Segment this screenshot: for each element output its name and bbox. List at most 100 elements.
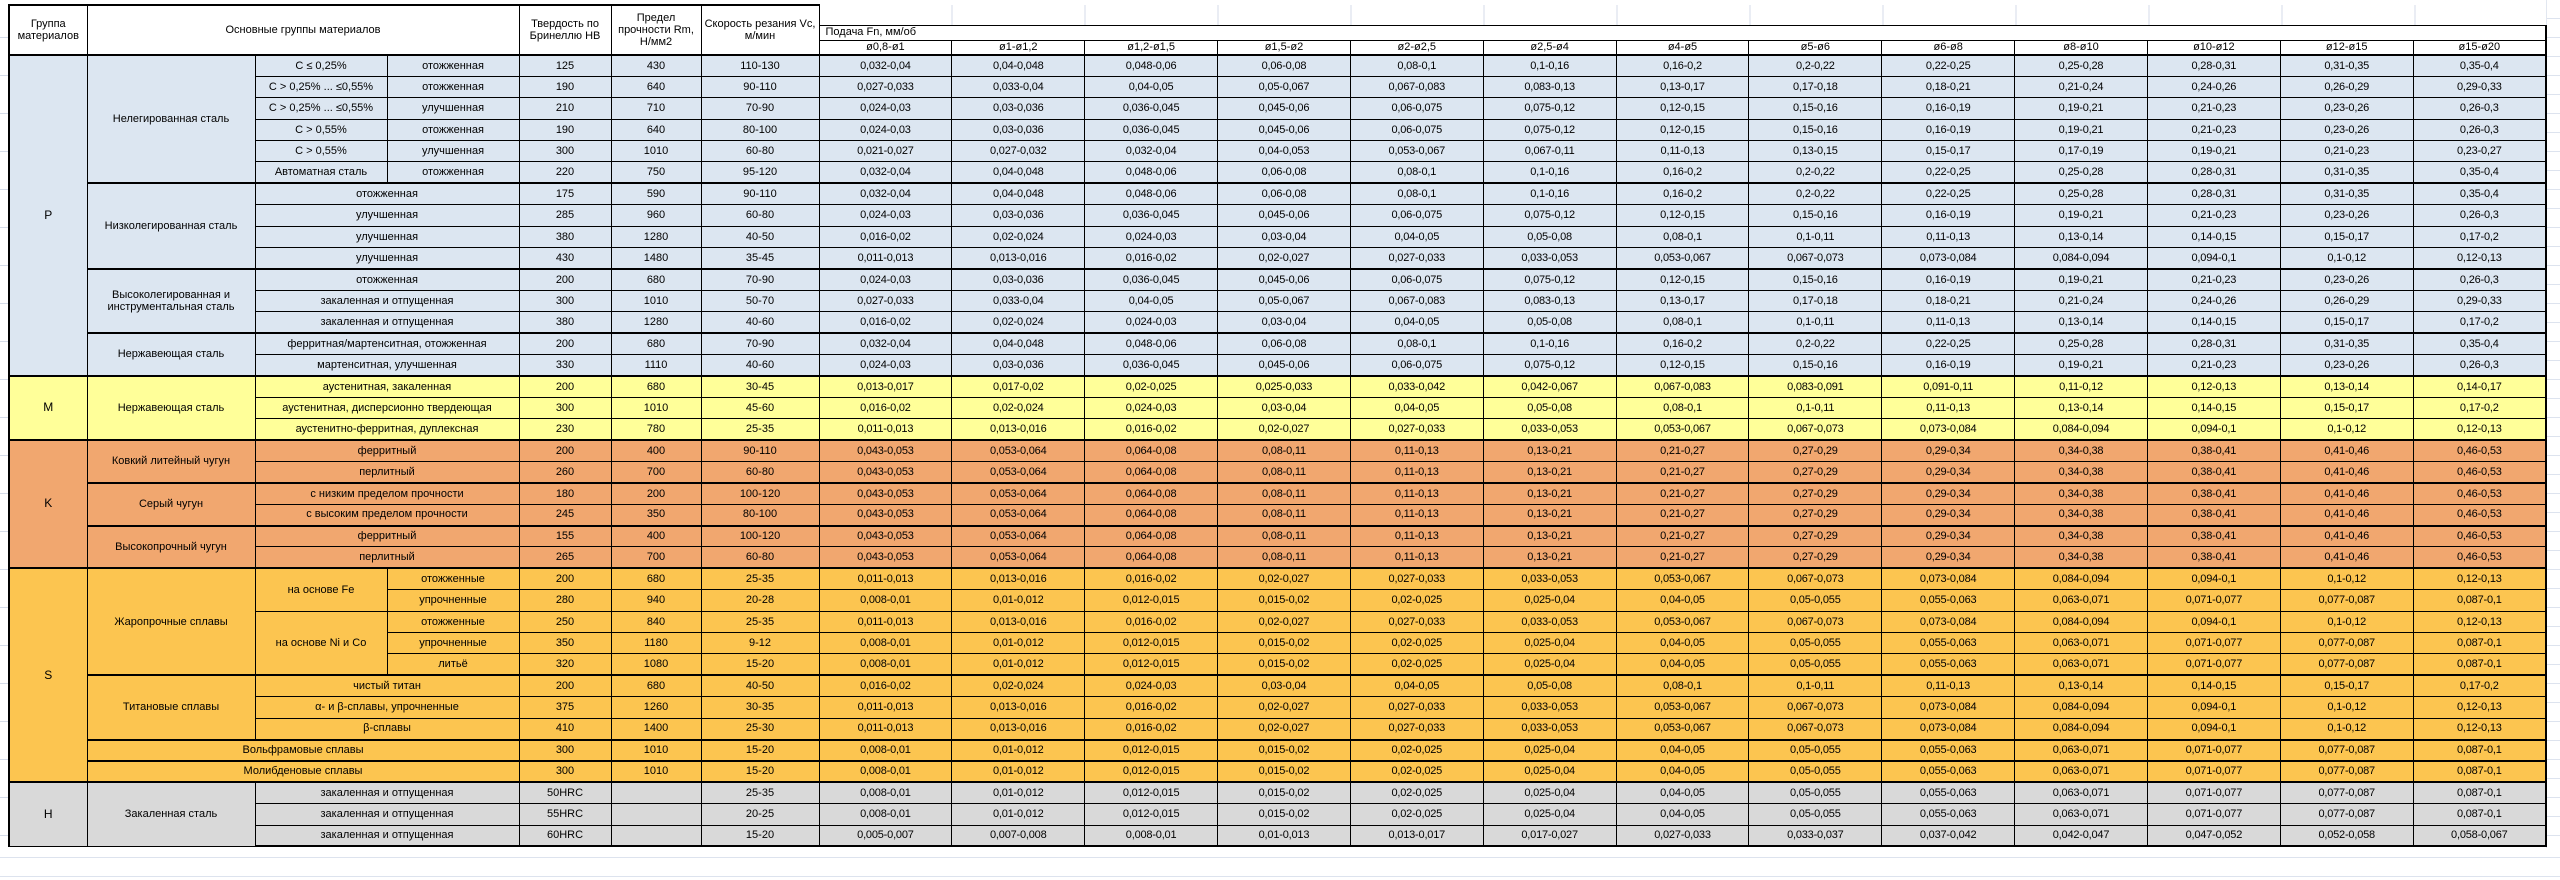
cell-feed-value[interactable]: 0,01-0,012: [951, 632, 1086, 655]
feed-col-header[interactable]: ø5-ø6: [1748, 39, 1883, 56]
cell-feed-value[interactable]: 0,27-0,29: [1748, 481, 1883, 505]
cell-feed-value[interactable]: 0,063-0,071: [2014, 738, 2148, 762]
cell-material-family[interactable]: Нержавеющая сталь: [86, 332, 256, 377]
cell-tensile-rm[interactable]: 940: [610, 589, 702, 612]
cell-feed-value[interactable]: 0,067-0,083: [1349, 289, 1484, 313]
cell-feed-value[interactable]: 0,11-0,13: [1881, 225, 2016, 249]
cell-feed-value[interactable]: 0,17-0,18: [1748, 75, 1883, 99]
cell-feed-value[interactable]: 0,08-0,11: [1217, 524, 1351, 548]
cell-feed-value[interactable]: 0,025-0,04: [1482, 803, 1617, 826]
cell-feed-value[interactable]: 0,087-0,1: [2412, 653, 2547, 676]
cell-feed-value[interactable]: 0,021-0,027: [818, 140, 953, 163]
cell-hardness-hb[interactable]: 430: [518, 247, 612, 270]
cell-material-subtype[interactable]: ферритная/мартенситная, отожженная: [254, 332, 520, 355]
cell-feed-value[interactable]: 0,011-0,013: [818, 567, 953, 591]
cell-hardness-hb[interactable]: 300: [518, 396, 612, 420]
cell-feed-value[interactable]: 0,015-0,02: [1217, 653, 1351, 676]
cell-feed-value[interactable]: 0,033-0,053: [1482, 567, 1617, 591]
cell-feed-value[interactable]: 0,38-0,41: [2146, 503, 2281, 527]
cell-feed-value[interactable]: 0,084-0,094: [2014, 696, 2148, 719]
cell-feed-value[interactable]: 0,013-0,016: [951, 247, 1086, 270]
cell-feed-value[interactable]: 0,027-0,033: [1349, 567, 1484, 591]
cell-feed-value[interactable]: 0,055-0,063: [1881, 653, 2016, 676]
cell-feed-value[interactable]: 0,21-0,23: [2146, 204, 2281, 227]
cell-feed-value[interactable]: 0,055-0,063: [1881, 759, 2016, 783]
cell-group-code[interactable]: K: [8, 439, 88, 569]
cell-cutting-speed[interactable]: 9-12: [700, 632, 820, 655]
cell-feed-value[interactable]: 0,05-0,055: [1748, 589, 1883, 612]
cell-material-subtype[interactable]: с высоким пределом прочности: [254, 503, 520, 527]
cell-feed-value[interactable]: 0,013-0,016: [951, 696, 1086, 719]
cell-feed-value[interactable]: 0,084-0,094: [2014, 717, 2148, 741]
cell-feed-value[interactable]: 0,1-0,12: [2279, 610, 2414, 634]
cell-hardness-hb[interactable]: 200: [518, 267, 612, 291]
cell-feed-value[interactable]: 0,042-0,047: [2014, 824, 2148, 848]
cell-feed-value[interactable]: 0,045-0,06: [1217, 118, 1351, 142]
cell-feed-value[interactable]: 0,024-0,03: [818, 267, 953, 291]
cell-feed-value[interactable]: 0,23-0,26: [2279, 118, 2414, 142]
cell-feed-value[interactable]: 0,1-0,16: [1482, 161, 1617, 184]
cell-feed-value[interactable]: 0,22-0,25: [1881, 332, 2016, 355]
cell-feed-value[interactable]: 0,063-0,071: [2014, 759, 2148, 783]
cell-material-state[interactable]: отожженная: [386, 161, 520, 184]
cell-feed-value[interactable]: 0,21-0,23: [2146, 353, 2281, 377]
cell-feed-value[interactable]: 0,008-0,01: [818, 632, 953, 655]
cell-feed-value[interactable]: 0,41-0,46: [2279, 546, 2414, 569]
cell-feed-value[interactable]: 0,024-0,03: [818, 353, 953, 377]
cell-tensile-rm[interactable]: 430: [610, 53, 702, 77]
cell-feed-value[interactable]: 0,06-0,075: [1349, 204, 1484, 227]
cell-material-subtype[interactable]: улучшенная: [254, 225, 520, 249]
cell-feed-value[interactable]: 0,012-0,015: [1084, 803, 1219, 826]
cell-hardness-hb[interactable]: 285: [518, 204, 612, 227]
cell-feed-value[interactable]: 0,071-0,077: [2146, 589, 2281, 612]
cell-feed-value[interactable]: 0,03-0,036: [951, 267, 1086, 291]
cell-feed-value[interactable]: 0,21-0,24: [2014, 289, 2148, 313]
cell-feed-value[interactable]: 0,053-0,064: [951, 481, 1086, 505]
cell-material-family[interactable]: Низколегированная сталь: [86, 182, 256, 270]
cell-feed-value[interactable]: 0,043-0,053: [818, 503, 953, 527]
cell-feed-value[interactable]: 0,015-0,02: [1217, 803, 1351, 826]
cell-feed-value[interactable]: 0,24-0,26: [2146, 75, 2281, 99]
cell-cutting-speed[interactable]: 90-110: [700, 75, 820, 99]
cell-feed-value[interactable]: 0,055-0,063: [1881, 738, 2016, 762]
cell-feed-value[interactable]: 0,071-0,077: [2146, 653, 2281, 676]
cell-feed-value[interactable]: 0,21-0,23: [2146, 267, 2281, 291]
cell-feed-value[interactable]: 0,084-0,094: [2014, 247, 2148, 270]
cell-feed-value[interactable]: 0,011-0,013: [818, 696, 953, 719]
cell-feed-value[interactable]: 0,012-0,015: [1084, 781, 1219, 805]
cell-feed-value[interactable]: 0,036-0,045: [1084, 267, 1219, 291]
cell-feed-value[interactable]: 0,05-0,08: [1482, 311, 1617, 334]
cell-feed-value[interactable]: 0,048-0,06: [1084, 332, 1219, 355]
cell-feed-value[interactable]: 0,071-0,077: [2146, 759, 2281, 783]
cell-feed-value[interactable]: 0,29-0,34: [1881, 546, 2016, 569]
cell-cutting-speed[interactable]: 70-90: [700, 332, 820, 355]
cell-material-basis[interactable]: C ≤ 0,25%: [254, 53, 388, 77]
cell-hardness-hb[interactable]: 60HRC: [518, 824, 612, 848]
cell-feed-value[interactable]: 0,21-0,27: [1615, 546, 1750, 569]
cell-feed-value[interactable]: 0,011-0,013: [818, 418, 953, 441]
cell-feed-value[interactable]: 0,28-0,31: [2146, 161, 2281, 184]
cell-feed-value[interactable]: 0,16-0,2: [1615, 53, 1750, 77]
cell-feed-value[interactable]: 0,1-0,12: [2279, 696, 2414, 719]
cell-feed-value[interactable]: 0,38-0,41: [2146, 546, 2281, 569]
cell-cutting-speed[interactable]: 15-20: [700, 653, 820, 676]
cell-feed-value[interactable]: 0,053-0,067: [1349, 140, 1484, 163]
cell-feed-value[interactable]: 0,12-0,13: [2412, 717, 2547, 741]
cell-feed-value[interactable]: 0,064-0,08: [1084, 460, 1219, 484]
cell-feed-value[interactable]: 0,016-0,02: [1084, 567, 1219, 591]
cell-material-subtype[interactable]: аустенитная, дисперсионно твердеющая: [254, 396, 520, 420]
cell-feed-value[interactable]: 0,053-0,067: [1615, 717, 1750, 741]
cell-feed-value[interactable]: 0,025-0,04: [1482, 781, 1617, 805]
cell-feed-value[interactable]: 0,08-0,1: [1349, 182, 1484, 206]
cell-feed-value[interactable]: 0,087-0,1: [2412, 781, 2547, 805]
cell-feed-value[interactable]: 0,025-0,033: [1217, 374, 1351, 398]
cell-feed-value[interactable]: 0,091-0,11: [1881, 374, 2016, 398]
cell-feed-value[interactable]: 0,12-0,15: [1615, 267, 1750, 291]
cell-feed-value[interactable]: 0,19-0,21: [2014, 267, 2148, 291]
cell-feed-value[interactable]: 0,077-0,087: [2279, 738, 2414, 762]
cell-feed-value[interactable]: 0,11-0,13: [1349, 524, 1484, 548]
cell-feed-value[interactable]: 0,033-0,053: [1482, 696, 1617, 719]
cell-feed-value[interactable]: 0,048-0,06: [1084, 53, 1219, 77]
cell-feed-value[interactable]: 0,067-0,073: [1748, 567, 1883, 591]
cell-feed-value[interactable]: 0,01-0,012: [951, 653, 1086, 676]
